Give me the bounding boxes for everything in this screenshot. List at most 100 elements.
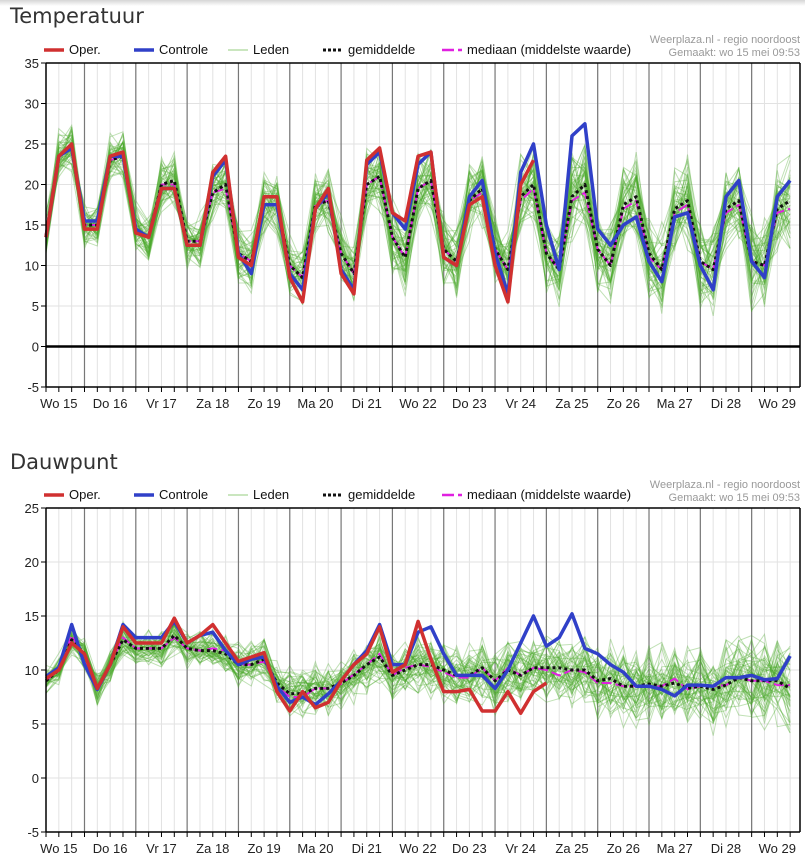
x-day-label: Wo 29 <box>759 841 796 856</box>
x-day-label: Za 25 <box>555 396 588 411</box>
y-tick-label: 30 <box>25 97 39 112</box>
oper-line <box>44 142 536 304</box>
oper-line <box>45 616 548 715</box>
ensemble-member-line <box>45 146 791 295</box>
y-tick-label: 15 <box>25 609 39 624</box>
ensemble-member-line <box>45 147 791 300</box>
y-tick-label: -5 <box>27 825 39 840</box>
ensemble-member-line <box>45 632 791 710</box>
x-day-label: Za 18 <box>196 841 229 856</box>
ensemble-member-line <box>45 628 791 719</box>
x-day-label: Di 28 <box>711 841 741 856</box>
ensemble-member-line <box>45 147 791 314</box>
ensemble-member-line <box>45 629 791 717</box>
ensemble-member-line <box>45 139 791 300</box>
x-day-label: Di 21 <box>352 396 382 411</box>
legend-label-gemiddelde: gemiddelde <box>348 487 415 502</box>
ensemble-member-line <box>45 134 791 309</box>
y-tick-label: 15 <box>25 218 39 233</box>
ensemble-member-line <box>45 143 791 297</box>
x-day-label: Vr 17 <box>146 396 177 411</box>
legend-label-leden: Leden <box>253 42 289 57</box>
x-day-label: Zo 19 <box>247 841 280 856</box>
ensemble-member-line <box>45 632 791 720</box>
x-day-label: Zo 19 <box>247 396 280 411</box>
x-day-label: Ma 27 <box>657 841 693 856</box>
ensemble-member-line <box>45 623 791 719</box>
ensemble-member-line <box>45 630 791 724</box>
ensemble-member-line <box>45 136 791 306</box>
ensemble-member-line <box>45 636 791 716</box>
ensemble-member-line <box>45 143 791 308</box>
x-day-label: Za 18 <box>196 396 229 411</box>
legend-label-controle: Controle <box>159 42 208 57</box>
temperature-chart: 35 30 25 20 15 10 5 0 -5Wo 15 Do 16 Vr 17 Za 18 Zo 1… <box>25 34 801 411</box>
y-tick-label: 0 <box>32 340 39 355</box>
legend-label-controle: Controle <box>159 487 208 502</box>
x-day-label: Wo 22 <box>399 841 436 856</box>
ensemble-member-line <box>45 123 791 280</box>
credit-made: Gemaakt: wo 15 mei 09:53 <box>669 47 800 59</box>
y-tick-label: 20 <box>25 178 39 193</box>
y-tick-label: 10 <box>25 259 39 274</box>
ensemble-member-line <box>45 636 791 714</box>
ensemble-member-line <box>45 633 791 718</box>
y-tick-label: 5 <box>32 717 39 732</box>
top-shadow-bar <box>0 0 805 6</box>
x-day-label: Do 16 <box>93 396 128 411</box>
ensemble-member-line <box>45 148 791 298</box>
ensemble-member-line <box>45 638 791 727</box>
x-day-label: Do 16 <box>93 841 128 856</box>
x-day-label: Ma 27 <box>657 396 693 411</box>
ensemble-member-line <box>45 622 791 717</box>
x-day-label: Do 23 <box>452 841 487 856</box>
x-day-label: Zo 26 <box>607 841 640 856</box>
x-day-label: Vr 24 <box>505 841 536 856</box>
x-day-label: Zo 26 <box>607 396 640 411</box>
ensemble-member-line <box>45 631 791 722</box>
ensemble-member-line <box>45 629 791 734</box>
legend-label-oper: Oper. <box>69 42 101 57</box>
ensemble-member-line <box>45 633 791 713</box>
x-day-label: Di 21 <box>352 841 382 856</box>
ensemble-member-line <box>45 147 791 293</box>
credit-made: Gemaakt: wo 15 mei 09:53 <box>669 492 800 504</box>
x-day-label: Vr 24 <box>505 396 536 411</box>
y-tick-label: 25 <box>25 137 39 152</box>
y-tick-label: 25 <box>25 501 39 516</box>
dewpoint-chart: 25 20 15 10 5 0 -5Wo 15 Do 16 Vr 17 Za 18 Zo 19 Ma … <box>25 479 801 856</box>
ensemble-member-line <box>45 636 791 711</box>
x-day-label: Do 23 <box>452 396 487 411</box>
x-day-label: Ma 20 <box>297 396 333 411</box>
ensemble-member-line <box>45 633 791 730</box>
credit-source: Weerplaza.nl - regio noordoost <box>650 34 800 46</box>
ensemble-member-line <box>45 621 791 719</box>
ensemble-member-line <box>45 619 791 713</box>
ensemble-member-line <box>45 153 791 292</box>
x-day-label: Di 28 <box>711 396 741 411</box>
ensemble-member-line <box>45 133 791 304</box>
legend-label-mediaan: mediaan (middelste waarde) <box>467 487 631 502</box>
ensemble-member-line <box>45 148 791 313</box>
x-day-label: Wo 22 <box>399 396 436 411</box>
x-day-label: Wo 29 <box>759 396 796 411</box>
x-day-label: Wo 15 <box>40 841 77 856</box>
ensemble-member-line <box>45 150 791 317</box>
legend-label-mediaan: mediaan (middelste waarde) <box>467 42 631 57</box>
ensemble-member-line <box>45 633 791 721</box>
legend-label-leden: Leden <box>253 487 289 502</box>
ensemble-member-line <box>45 631 791 721</box>
y-tick-label: 5 <box>32 299 39 314</box>
ensemble-member-line <box>45 622 791 711</box>
x-day-label: Ma 20 <box>297 841 333 856</box>
temperature-title: Temperatuur <box>10 4 144 28</box>
ensemble-member-line <box>45 625 791 720</box>
y-tick-label: 10 <box>25 663 39 678</box>
ensemble-member-line <box>45 640 791 719</box>
dewpoint-title: Dauwpunt <box>10 450 118 474</box>
gemiddelde-line <box>45 633 791 696</box>
ensemble-member-line <box>45 623 791 717</box>
y-tick-label: -5 <box>27 380 39 395</box>
credit-source: Weerplaza.nl - regio noordoost <box>650 479 800 491</box>
ensemble-member-line <box>45 628 791 730</box>
